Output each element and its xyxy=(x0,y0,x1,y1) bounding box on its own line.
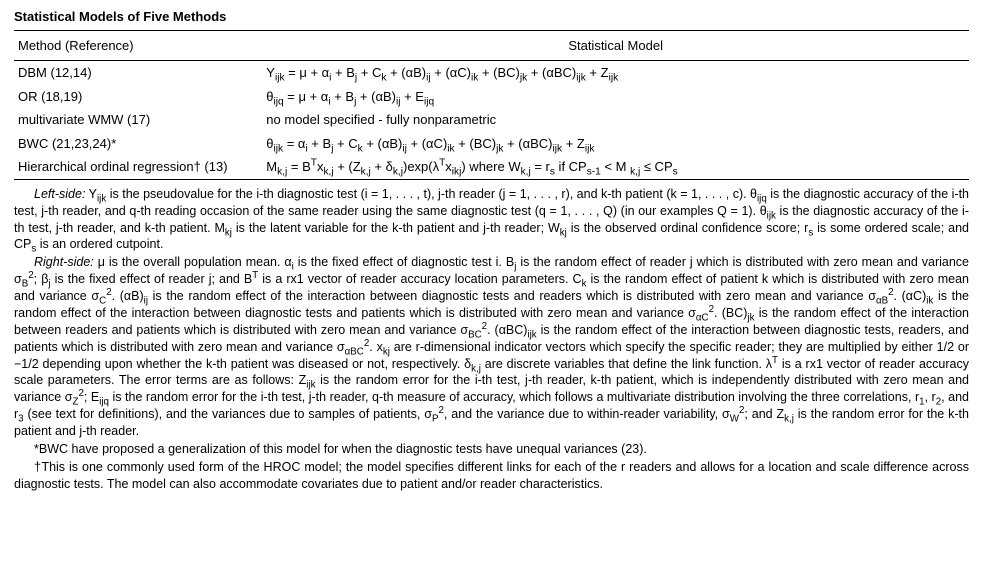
footnote-left-side: Left-side: Yijk is the pseudovalue for t… xyxy=(14,186,969,254)
model-cell: no model specified - fully nonparametric xyxy=(262,108,969,132)
header-model: Statistical Model xyxy=(262,31,969,61)
table-body: DBM (12,14) Yijk = μ + αi + Bj + Ck + (α… xyxy=(14,61,969,180)
method-cell: BWC (21,23,24)* xyxy=(14,132,262,156)
table-row: multivariate WMW (17) no model specified… xyxy=(14,108,969,132)
table-row: Hierarchical ordinal regression† (13) Mk… xyxy=(14,155,969,179)
table-row: BWC (21,23,24)* θijk = αi + Bj + Ck + (α… xyxy=(14,132,969,156)
models-table: Method (Reference) Statistical Model DBM… xyxy=(14,31,969,180)
header-row: Method (Reference) Statistical Model xyxy=(14,31,969,61)
footnote-bwc: *BWC have proposed a generalization of t… xyxy=(14,441,969,458)
table-title: Statistical Models of Five Methods xyxy=(14,8,969,31)
method-cell: DBM (12,14) xyxy=(14,61,262,85)
model-cell: θijk = αi + Bj + Ck + (αB)ij + (αC)ik + … xyxy=(262,132,969,156)
model-cell: Yijk = μ + αi + Bj + Ck + (αB)ij + (αC)i… xyxy=(262,61,969,85)
table-row: DBM (12,14) Yijk = μ + αi + Bj + Ck + (α… xyxy=(14,61,969,85)
method-cell: multivariate WMW (17) xyxy=(14,108,262,132)
method-cell: Hierarchical ordinal regression† (13) xyxy=(14,155,262,179)
header-method: Method (Reference) xyxy=(14,31,262,61)
table-row: OR (18,19) θijq = μ + αi + Bj + (αB)ij +… xyxy=(14,85,969,109)
footnotes: Left-side: Yijk is the pseudovalue for t… xyxy=(14,186,969,493)
footnote-hroc: †This is one commonly used form of the H… xyxy=(14,459,969,493)
model-cell: Mk,j = BTxk,j + (Zk,j + δk,j)exp(λTxikj)… xyxy=(262,155,969,179)
method-cell: OR (18,19) xyxy=(14,85,262,109)
model-cell: θijq = μ + αi + Bj + (αB)ij + Eijq xyxy=(262,85,969,109)
footnote-right-side: Right-side: μ is the overall population … xyxy=(14,254,969,440)
